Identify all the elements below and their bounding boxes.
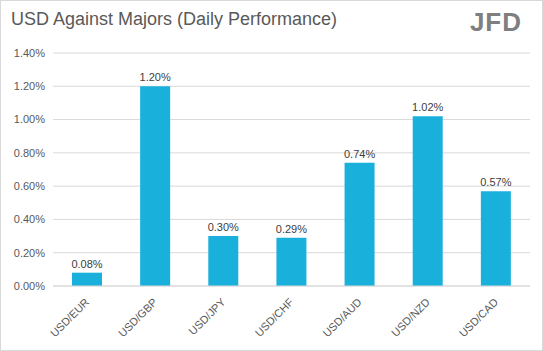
svg-text:USD/GBP: USD/GBP	[116, 296, 159, 339]
svg-text:0.30%: 0.30%	[208, 221, 239, 233]
svg-text:1.40%: 1.40%	[14, 47, 45, 59]
svg-text:USD/CAD: USD/CAD	[457, 296, 501, 340]
svg-text:0.80%: 0.80%	[14, 147, 45, 159]
svg-text:USD/AUD: USD/AUD	[320, 296, 364, 340]
svg-text:0.20%: 0.20%	[14, 247, 45, 259]
svg-text:USD/CHF: USD/CHF	[253, 296, 296, 339]
svg-text:USD/JPY: USD/JPY	[186, 295, 228, 337]
svg-text:0.60%: 0.60%	[14, 180, 45, 192]
svg-text:0.08%: 0.08%	[71, 258, 102, 270]
svg-text:1.00%: 1.00%	[14, 113, 45, 125]
svg-text:USD/EUR: USD/EUR	[48, 296, 92, 340]
svg-text:1.20%: 1.20%	[140, 71, 171, 83]
html-text:USD Against Majors (Daily Perf: USD Against Majors (Daily Performance)	[11, 9, 338, 29]
svg-text:0.29%: 0.29%	[276, 223, 307, 235]
svg-text:1.20%: 1.20%	[14, 80, 45, 92]
svg-text:USD/NZD: USD/NZD	[389, 296, 432, 339]
svg-text:0.74%: 0.74%	[344, 148, 375, 160]
svg-text:1.02%: 1.02%	[412, 101, 443, 113]
svg-text:0.00%: 0.00%	[14, 280, 45, 292]
svg-text:0.40%: 0.40%	[14, 213, 45, 225]
html-text:JFD: JFD	[469, 7, 522, 37]
svg-text:0.57%: 0.57%	[480, 176, 511, 188]
